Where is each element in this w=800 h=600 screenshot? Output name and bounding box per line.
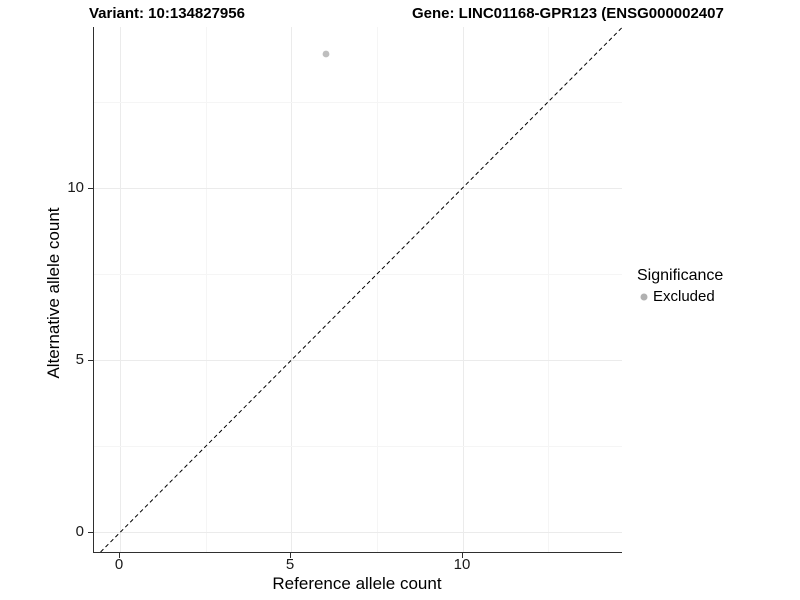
y-tick-0 [88,532,93,533]
variant-title: Variant: 10:134827956 [89,5,245,22]
legend: Significance Excluded [637,267,723,305]
gridline-x-5 [291,27,292,552]
y-tick-5 [88,360,93,361]
x-tick-label-10: 10 [453,556,471,573]
gridline-x-0 [120,27,121,552]
x-axis-title: Reference allele count [272,574,442,593]
y-tick-10 [88,188,93,189]
x-tick-label-5: 5 [285,556,295,573]
legend-point-icon [640,293,648,300]
identity-reference-line [100,27,622,552]
y-axis-title: Alternative allele count [44,207,63,379]
chart-data-layer [100,27,622,552]
y-tick-label-5: 5 [75,351,84,368]
legend-title: Significance [637,267,724,284]
gridline-y-12-5 [94,102,622,103]
y-tick-label-0: 0 [75,523,84,540]
gridline-x-10 [463,27,464,552]
gridline-y-7-5 [94,274,622,275]
gridline-y-0 [94,532,622,533]
gridline-y-2-5 [94,446,622,447]
gridline-x-12-5 [548,27,549,552]
x-tick-label-0: 0 [114,556,124,573]
gridline-x-7-5 [377,27,378,552]
gene-title: Gene: LINC01168-GPR123 (ENSG000002407 [412,5,724,22]
legend-item-excluded: Excluded [637,288,723,305]
x-tick-5 [290,553,291,558]
gridline-y-10 [94,188,622,189]
gridline-y-5 [94,360,622,361]
x-tick-10 [462,553,463,558]
x-tick-0 [119,553,120,558]
data-point-excluded [322,50,330,58]
plot-panel [93,27,622,553]
gridline-x-2-5 [206,27,207,552]
legend-item-label: Excluded [653,288,715,305]
y-tick-label-10: 10 [67,179,84,196]
